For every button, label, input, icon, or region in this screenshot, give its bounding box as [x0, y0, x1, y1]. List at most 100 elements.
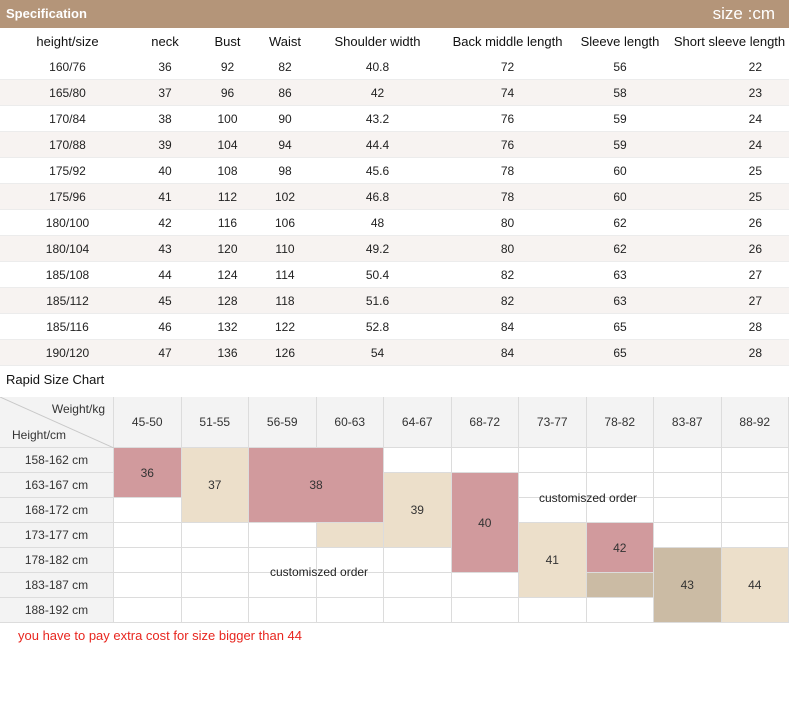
- table-cell: 60: [570, 157, 670, 184]
- table-cell: 102: [260, 183, 310, 210]
- table-cell: 132: [195, 313, 260, 340]
- height-axis-label: Height/cm: [12, 428, 67, 442]
- table-cell: 76: [445, 105, 570, 132]
- table-cell: 84: [445, 339, 570, 366]
- grid-cell: [654, 523, 722, 548]
- table-cell: 23: [670, 79, 789, 106]
- table-cell: 94: [260, 131, 310, 158]
- weight-column-header: 88-92: [721, 397, 789, 448]
- table-cell: 160/76: [0, 54, 135, 80]
- size-block-39-extension: [316, 523, 383, 547]
- grid-cell: [654, 598, 722, 623]
- table-cell: 126: [260, 339, 310, 366]
- table-cell: 190/120: [0, 339, 135, 366]
- table-cell: 92: [195, 54, 260, 80]
- table-cell: 56: [570, 54, 670, 80]
- table-cell: 28: [670, 339, 789, 366]
- grid-cell: [114, 473, 182, 498]
- table-cell: 170/84: [0, 105, 135, 132]
- table-cell: 78: [445, 183, 570, 210]
- table-cell: 108: [195, 157, 260, 184]
- table-row: 160/76 36 92 82 40.8 72 56 22: [0, 54, 789, 80]
- table-cell: 112: [195, 183, 260, 210]
- grid-cell: [316, 573, 384, 598]
- spec-title: Specification: [6, 6, 87, 21]
- column-header: height/size: [36, 34, 99, 49]
- column-header: Back middle length: [452, 34, 563, 49]
- table-cell: 74: [445, 79, 570, 106]
- table-cell: 80: [445, 209, 570, 236]
- grid-cell: [384, 523, 452, 548]
- table-cell: 120: [195, 235, 260, 262]
- grid-cell: [316, 523, 384, 548]
- table-cell: 98: [260, 157, 310, 184]
- grid-cell: [181, 598, 249, 623]
- table-cell: 26: [670, 235, 789, 262]
- table-cell: 45.6: [310, 157, 445, 184]
- table-cell: 63: [570, 287, 670, 314]
- grid-cell: [721, 448, 789, 473]
- table-cell: 24: [670, 131, 789, 158]
- grid-cell: [519, 573, 587, 598]
- table-cell: 180/100: [0, 209, 135, 236]
- table-cell: 60: [570, 183, 670, 210]
- grid-cell: [451, 598, 519, 623]
- weight-column-header: 64-67: [384, 397, 452, 448]
- grid-cell: [114, 598, 182, 623]
- grid-cell: [249, 523, 317, 548]
- table-cell: 100: [195, 105, 260, 132]
- table-cell: 46.8: [310, 183, 445, 210]
- weight-column-header: 83-87: [654, 397, 722, 448]
- column-header: Short sleeve length: [673, 34, 786, 49]
- height-row-header: 178-182 cm: [0, 548, 114, 573]
- grid-cell: [519, 448, 587, 473]
- grid-cell: [181, 573, 249, 598]
- grid-cell: [586, 573, 654, 598]
- grid-cell: [114, 498, 182, 523]
- table-cell: 25: [670, 183, 789, 210]
- table-row: 170/84 38 100 90 43.2 76 59 24: [0, 105, 789, 132]
- grid-cell: [654, 448, 722, 473]
- table-row: 180/100 42 116 106 48 80 62 26: [0, 209, 789, 236]
- height-row-header: 168-172 cm: [0, 498, 114, 523]
- table-cell: 86: [260, 79, 310, 106]
- weight-axis-label: Weight/kg: [51, 402, 105, 416]
- table-cell: 175/92: [0, 157, 135, 184]
- size-block-41: 41: [519, 523, 586, 597]
- column-header: Waist: [268, 34, 302, 49]
- column-header: Shoulder width: [334, 34, 421, 49]
- size-block-37: 37: [181, 448, 248, 522]
- weight-column-header: 78-82: [586, 397, 654, 448]
- grid-cell: [519, 498, 587, 523]
- table-cell: 110: [260, 235, 310, 262]
- spec-table: height/size neck Bust Waist Shoulder width Ba…: [0, 29, 789, 366]
- table-cell: 39: [135, 131, 195, 158]
- weight-column-header: 73-77: [519, 397, 587, 448]
- spec-body: 160/76 36 92 82 40.8 72 56 22 165/80 37 96 86 42 74 58…: [0, 54, 789, 366]
- grid-cell: [654, 473, 722, 498]
- height-row-header: 173-177 cm: [0, 523, 114, 548]
- grid-cell: [586, 498, 654, 523]
- table-cell: 52.8: [310, 313, 445, 340]
- size-block-36: 36: [114, 448, 181, 497]
- table-cell: 43.2: [310, 105, 445, 132]
- grid-cell: [114, 548, 182, 573]
- height-row-header: 163-167 cm: [0, 473, 114, 498]
- size-block-43: 43: [654, 548, 721, 622]
- table-cell: 28: [670, 313, 789, 340]
- table-cell: 44: [135, 261, 195, 288]
- grid-cell: [114, 523, 182, 548]
- table-cell: 118: [260, 287, 310, 314]
- spec-header-row: height/size neck Bust Waist Shoulder width Ba…: [0, 29, 789, 54]
- customized-order-note: customiszed order: [539, 491, 638, 505]
- grid-cell: [384, 573, 452, 598]
- height-row-header: 183-187 cm: [0, 573, 114, 598]
- table-cell: 40.8: [310, 54, 445, 80]
- table-cell: 65: [570, 313, 670, 340]
- grid-cell: [586, 548, 654, 573]
- table-cell: 41: [135, 183, 195, 210]
- grid-cell: [451, 573, 519, 598]
- table-cell: 136: [195, 339, 260, 366]
- rapid-size-chart: Weight/kg Height/cm 45-50 51-55 56-59 60-63…: [0, 397, 789, 623]
- corner-header: Weight/kg Height/cm: [0, 397, 114, 448]
